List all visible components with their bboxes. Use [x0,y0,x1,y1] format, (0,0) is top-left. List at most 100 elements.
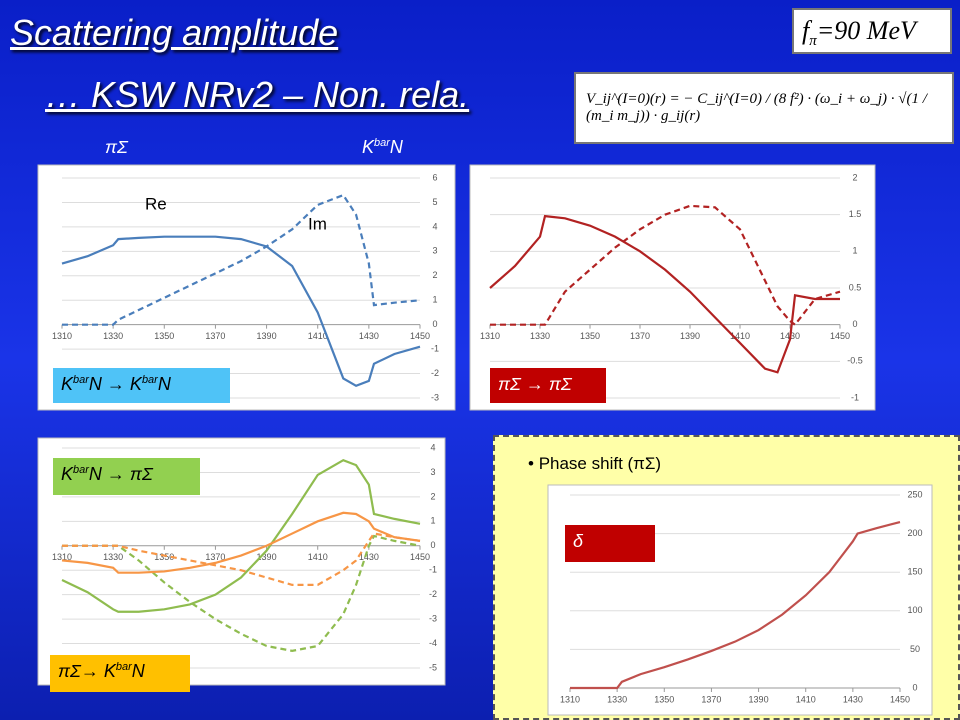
tag-text: bar [141,374,158,386]
label-pisigma: πΣ [105,137,128,157]
x-tick-label: 1430 [843,694,863,704]
series-name: Im [308,214,327,233]
formula: V_ij^(I=0)(r) = − C_ij^(I=0) / (8 f²) · … [574,72,954,144]
x-tick-label: 1370 [630,331,650,341]
y-tick-label: 3 [432,246,437,256]
x-tick-label: 1330 [530,331,550,341]
tag: πΣ → πΣ [490,368,606,403]
tag-text: N → K [88,374,142,394]
x-tick-label: 1450 [410,552,430,562]
x-tick-label: 1430 [359,552,379,562]
x-tick-label: 1310 [560,694,580,704]
y-tick-label: 0 [852,319,857,329]
y-tick-label: 50 [910,644,920,654]
x-tick-label: 1330 [103,331,123,341]
series-line [61,459,421,613]
y-tick-label: -1 [431,343,439,353]
y-tick-label: 0 [912,682,917,692]
x-tick-label: 1310 [480,331,500,341]
x-tick-label: 1390 [257,552,277,562]
x-tick-label: 1410 [308,552,328,562]
y-tick-label: 3 [430,467,435,477]
tag-text: bar [73,374,89,386]
x-tick-label: 1370 [205,331,225,341]
y-tick-label: 150 [907,567,922,577]
tag-text: bar [115,661,132,673]
y-tick-label: 4 [432,221,437,231]
y-tick-label: 200 [907,528,922,538]
y-tick-label: -2 [431,368,439,378]
y-tick-label: 4 [430,442,435,452]
series-line [490,204,841,327]
x-tick-label: 1370 [701,694,721,704]
y-tick-label: 2 [852,172,857,182]
y-tick-label: -0.5 [847,356,863,366]
x-tick-label: 1410 [308,331,328,341]
x-tick-label: 1410 [730,331,750,341]
y-tick-label: -5 [429,662,437,672]
x-tick-label: 1310 [52,552,72,562]
tag: πΣ→ KbarN [50,655,190,692]
series-name: Re [145,194,167,213]
bullet: • Phase shift (πΣ) [528,454,662,473]
x-tick-label: 1390 [749,694,769,704]
x-tick-label: 1390 [680,331,700,341]
fpi-val: =90 MeV [816,16,916,45]
y-tick-label: 0 [430,540,435,550]
y-tick-label: -4 [429,638,437,648]
tag-text: N → πΣ [88,464,153,484]
tag-text: N [157,374,171,394]
tag-text: K [61,374,74,394]
series-line [570,520,901,690]
y-tick-label: -3 [429,613,437,623]
x-tick-label: 1350 [654,694,674,704]
tag-text: N [131,661,145,681]
y-tick-label: -1 [429,565,437,575]
t: K [362,137,375,157]
tag: KbarN → KbarN [53,368,230,403]
y-tick-label: 1 [430,516,435,526]
tag-text: bar [73,464,89,476]
title: Scattering amplitude [10,12,339,53]
tag-text: K [61,464,74,484]
y-tick-label: -2 [429,589,437,599]
fpi-f: f [802,16,810,45]
x-tick-label: 1390 [257,331,277,341]
y-tick-label: 1 [852,246,857,256]
y-tick-label: 100 [907,605,922,615]
y-tick-label: 0 [432,319,437,329]
fpi-sub: π [809,33,817,50]
series-line [61,511,421,574]
y-tick-label: 6 [432,172,437,182]
x-tick-label: 1350 [154,552,174,562]
t: N [389,137,403,157]
fpi-box: fπ=90 MeV [792,8,952,54]
y-tick-label: 0.5 [849,282,862,292]
subtitle: … KSW NRv2 – Non. rela. [45,74,470,115]
y-tick-label: 2 [432,270,437,280]
x-tick-label: 1330 [607,694,627,704]
x-tick-label: 1370 [205,552,225,562]
y-tick-label: 250 [907,489,922,499]
y-tick-label: 1.5 [849,209,862,219]
series-line [489,214,840,374]
chart-bg [547,484,933,716]
bullet-text: Phase shift (πΣ) [538,454,662,473]
y-tick-label: -1 [851,392,859,402]
tag: KbarN → πΣ [53,458,200,495]
x-tick-label: 1350 [154,331,174,341]
y-tick-label: -3 [431,392,439,402]
tag-text: πΣ→ K [58,661,116,681]
x-tick-label: 1410 [796,694,816,704]
tag-text: πΣ → πΣ [498,374,572,394]
series-line [62,532,421,586]
x-tick-label: 1450 [410,331,430,341]
x-tick-label: 1350 [580,331,600,341]
t: bar [374,137,390,149]
y-tick-label: 5 [432,197,437,207]
y-tick-label: 1 [432,295,437,305]
x-tick-label: 1330 [103,552,123,562]
series-line [61,235,421,387]
